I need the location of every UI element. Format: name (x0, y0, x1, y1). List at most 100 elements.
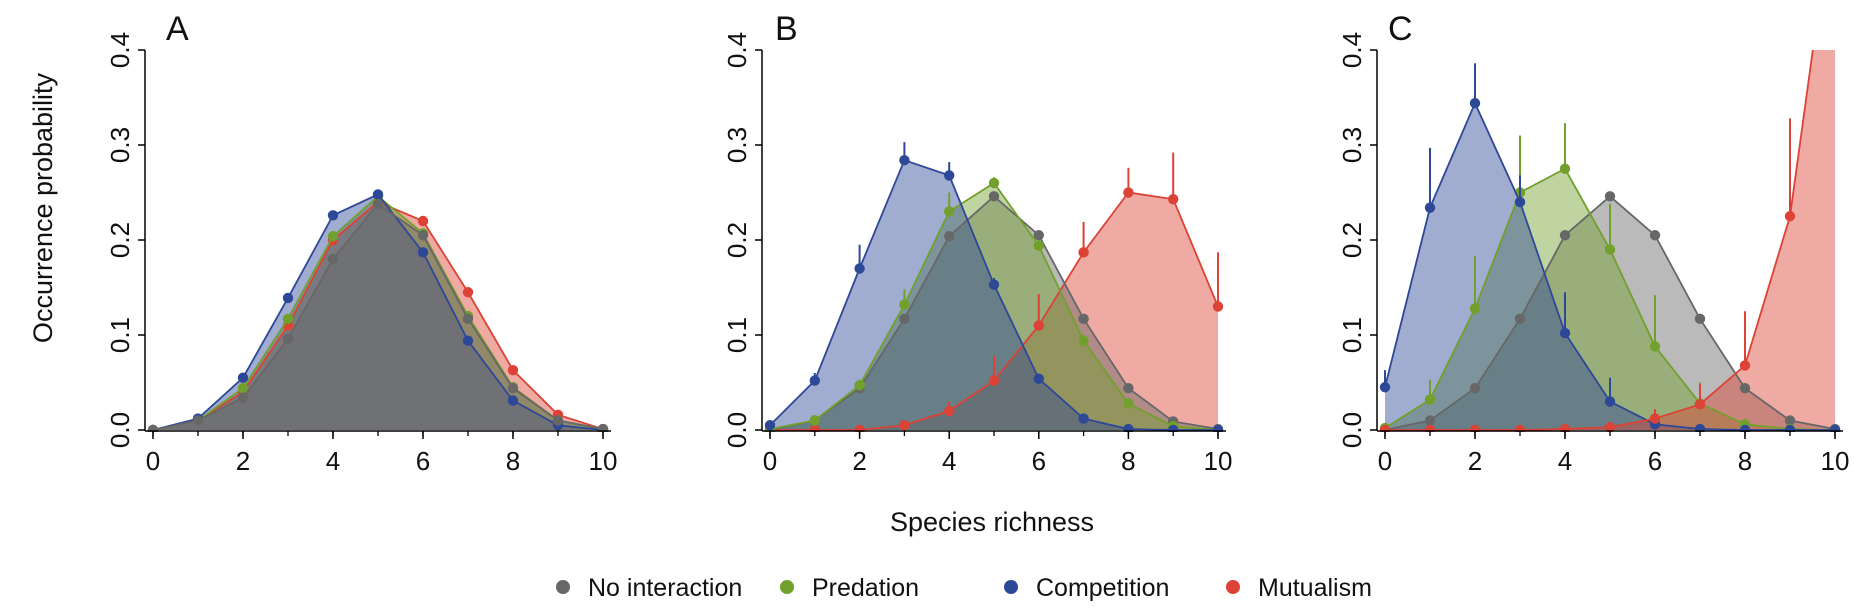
data-point-no-interaction (1559, 230, 1571, 241)
data-point-mutualism (1123, 187, 1134, 198)
legend-label: No interaction (588, 574, 742, 602)
x-tick-label: 8 (506, 446, 520, 476)
data-point-mutualism (1379, 424, 1391, 432)
data-point-predation (809, 415, 820, 426)
data-point-mutualism (1604, 421, 1616, 432)
y-tick-label: 0.3 (105, 127, 135, 163)
data-point-competition (944, 170, 955, 181)
x-tick-label: 0 (1378, 446, 1392, 476)
data-point-no-interaction (597, 423, 609, 432)
data-point-mutualism (1784, 211, 1796, 222)
data-point-predation (237, 383, 249, 394)
legend: No interaction Predation Competition Mutual… (556, 574, 1372, 602)
panel-a-chart: A 0.0 0.1 0.2 0.3 0.4 0 2 4 6 8 10 (105, 10, 617, 476)
data-point-no-interaction (1604, 191, 1616, 202)
data-point-predation (944, 206, 955, 217)
panel-c-chart: C 0.0 0.1 0.2 0.3 0.4 0 2 4 6 8 10 (1337, 10, 1850, 476)
data-point-competition (1514, 196, 1526, 208)
panel-label: B (775, 10, 798, 48)
y-tick-label: 0.1 (105, 317, 135, 353)
data-point-competition (327, 210, 339, 221)
data-point-mutualism (1168, 193, 1179, 205)
data-point-competition (1379, 382, 1391, 393)
data-point-competition (1784, 424, 1796, 432)
data-point-mutualism (507, 364, 519, 376)
legend-item-mutualism: Mutualism (1226, 574, 1372, 602)
x-tick-label: 4 (326, 446, 340, 476)
data-point-no-interaction (1514, 313, 1526, 325)
data-point-no-interaction (1469, 383, 1481, 394)
y-tick-label: 0.2 (105, 222, 135, 258)
data-point-no-interaction (507, 383, 519, 394)
data-point-competition (1212, 424, 1224, 432)
legend-marker (1226, 580, 1240, 594)
data-point-no-interaction (1033, 230, 1045, 241)
x-tick-label: 10 (589, 446, 618, 476)
data-point-predation (1123, 398, 1134, 409)
data-point-predation (854, 380, 865, 391)
legend-marker (1004, 580, 1018, 594)
x-tick-label: 0 (763, 446, 777, 476)
area-fill-mutualism (153, 202, 603, 430)
data-point-competition (809, 375, 820, 386)
data-point-predation (282, 313, 294, 325)
data-point-predation (327, 231, 339, 242)
data-point-no-interaction (192, 415, 204, 426)
data-point-competition (764, 420, 776, 431)
data-point-competition (1694, 423, 1706, 432)
area-fill-predation (770, 183, 1218, 430)
data-point-competition (1078, 413, 1089, 424)
area-fill-competition (1385, 103, 1835, 430)
x-tick-label: 6 (416, 446, 430, 476)
y-tick-label: 0.4 (1337, 32, 1367, 68)
data-point-predation (1078, 335, 1089, 346)
x-tick-label: 4 (1558, 446, 1572, 476)
x-tick-label: 4 (942, 446, 956, 476)
x-tick-label: 0 (146, 446, 160, 476)
data-point-mutualism (1424, 424, 1436, 432)
legend-item-no-interaction: No interaction (556, 574, 742, 602)
data-point-competition (282, 292, 294, 304)
data-point-mutualism (1514, 424, 1526, 432)
plot-area (147, 189, 609, 432)
x-tick-label: 10 (1821, 446, 1850, 476)
data-point-competition (988, 279, 1000, 290)
y-tick-label: 0.0 (1337, 412, 1367, 448)
legend-label: Predation (812, 574, 919, 602)
x-tick-label: 8 (1738, 446, 1752, 476)
area-fill-mutualism (1385, 50, 1835, 430)
y-tick-label: 0.3 (1337, 127, 1367, 163)
x-tick-label: 2 (1468, 446, 1482, 476)
data-point-competition (372, 189, 384, 200)
legend-label: Competition (1036, 574, 1169, 602)
data-point-competition (462, 335, 474, 346)
data-point-predation (899, 299, 910, 310)
data-point-no-interaction (988, 191, 1000, 202)
y-tick-label: 0.0 (722, 412, 752, 448)
data-point-mutualism (1212, 301, 1224, 312)
data-point-competition (1559, 327, 1571, 339)
area-fill-predation (1385, 168, 1835, 430)
data-point-competition (1033, 373, 1045, 384)
data-point-no-interaction (372, 198, 384, 210)
data-point-predation (1033, 240, 1045, 251)
data-point-no-interaction (1694, 313, 1706, 325)
data-point-no-interaction (1739, 383, 1751, 394)
data-point-no-interaction (1784, 415, 1796, 426)
data-point-no-interaction (282, 333, 294, 344)
data-point-mutualism (1559, 423, 1571, 432)
data-point-predation (988, 177, 1000, 189)
data-point-competition (417, 247, 429, 258)
panel-label: C (1388, 10, 1413, 48)
data-point-no-interaction (944, 231, 955, 242)
area-fill-competition (770, 160, 1218, 430)
x-tick-label: 6 (1032, 446, 1046, 476)
data-point-mutualism (988, 375, 1000, 386)
y-tick-label: 0.2 (722, 222, 752, 258)
data-point-mutualism (1078, 247, 1089, 258)
data-point-predation (1559, 163, 1571, 174)
data-point-competition (507, 395, 519, 406)
data-point-no-interaction (237, 392, 249, 403)
y-tick-label: 0.1 (722, 317, 752, 353)
y-tick-label: 0.3 (722, 127, 752, 163)
